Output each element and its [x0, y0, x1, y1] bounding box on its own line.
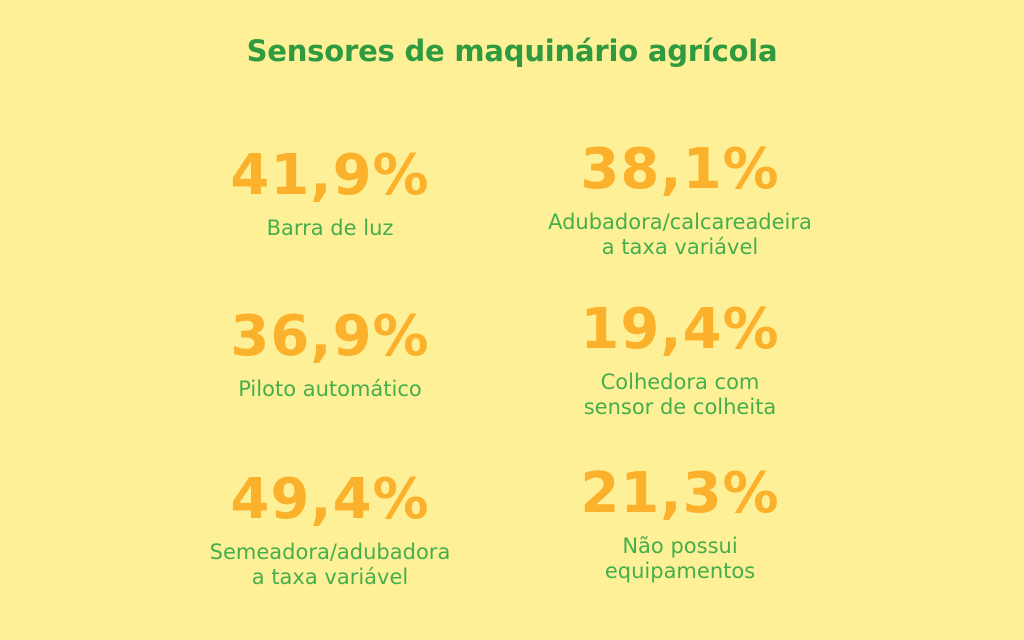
stat-value: 21,3%: [580, 461, 780, 526]
stat-adubadora-calcareadeira: 38,1% Adubadora/calcareadeira a taxa var…: [500, 140, 860, 260]
stat-value: 38,1%: [580, 137, 780, 202]
stat-value: 49,4%: [230, 467, 430, 532]
stat-semeadora-adubadora: 49,4% Semeadora/adubadora a taxa variáve…: [150, 470, 510, 590]
stat-value: 19,4%: [580, 297, 780, 362]
stat-label: Piloto automático: [238, 377, 422, 401]
stat-label: Barra de luz: [266, 216, 394, 240]
stat-label: Semeadora/adubadora a taxa variável: [209, 540, 451, 589]
stat-piloto-automatico: 36,9% Piloto automático: [150, 307, 510, 402]
stat-colhedora-sensor: 19,4% Colhedora com sensor de colheita: [500, 300, 860, 420]
stat-label: Não possui equipamentos: [604, 534, 756, 583]
stat-label: Colhedora com sensor de colheita: [583, 370, 777, 419]
page-title: Sensores de maquinário agrícola: [246, 34, 778, 68]
stat-value: 41,9%: [230, 143, 430, 208]
stat-barra-de-luz: 41,9% Barra de luz: [150, 146, 510, 241]
stat-nao-possui: 21,3% Não possui equipamentos: [500, 464, 860, 584]
stat-value: 36,9%: [230, 304, 430, 369]
stat-label: Adubadora/calcareadeira a taxa variável: [548, 210, 812, 259]
